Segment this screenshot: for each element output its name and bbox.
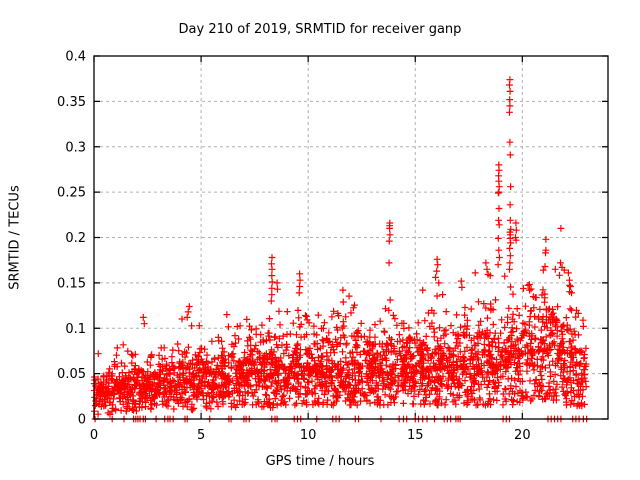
y-tick-label: 0.35 xyxy=(57,95,86,110)
x-tick-label: 5 xyxy=(197,428,205,443)
y-tick-label: 0.05 xyxy=(57,367,86,382)
y-tick-label: 0.4 xyxy=(65,50,86,65)
y-tick-label: 0.15 xyxy=(57,276,86,291)
x-tick-label: 10 xyxy=(300,428,317,443)
y-tick-label: 0.2 xyxy=(65,231,86,246)
scatter-points xyxy=(90,76,590,423)
y-tick-label: 0 xyxy=(78,413,86,428)
x-axis-label: GPS time / hours xyxy=(265,454,375,469)
y-tick-label: 0.3 xyxy=(65,140,86,155)
x-tick-label: 0 xyxy=(90,428,98,443)
plot-border xyxy=(93,55,609,420)
x-tick-label: 20 xyxy=(514,428,531,443)
y-tick-label: 0.25 xyxy=(57,186,86,201)
x-tick-label: 15 xyxy=(407,428,424,443)
chart-title: Day 210 of 2019, SRMTID for receiver gan… xyxy=(178,22,462,37)
y-tick-label: 0.1 xyxy=(65,322,86,337)
